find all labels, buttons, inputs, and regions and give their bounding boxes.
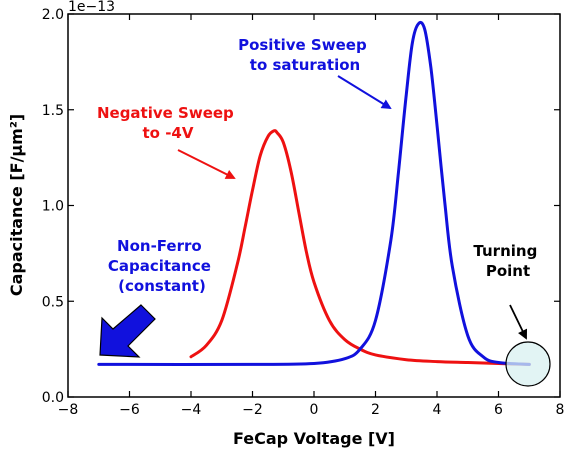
y-axis-title: Capacitance [F/µm²] — [7, 114, 26, 296]
y-tick-label: 0.0 — [42, 390, 64, 406]
annotation-negative-sweep-arrow — [177, 149, 236, 179]
y-tick-label: 1.0 — [42, 199, 64, 215]
annotation-non-ferro: Non-Ferro Capacitance (constant) — [108, 237, 216, 295]
annotation-negative-sweep: Negative Sweep to -4V — [97, 104, 239, 142]
annotation-non-ferro-line-1: Non-Ferro — [117, 237, 202, 255]
annotation-positive-sweep-line-1: Positive Sweep — [238, 36, 367, 54]
positive-sweep-line — [97, 20, 531, 366]
annotation-non-ferro-line-2: Capacitance — [108, 257, 211, 275]
annotation-positive-sweep: Positive Sweep to saturation — [238, 36, 372, 74]
annotation-non-ferro-line-3: (constant) — [118, 277, 206, 295]
annotation-negative-sweep-line-1: Negative Sweep — [97, 104, 234, 122]
x-axis-title: FeCap Voltage [V] — [233, 429, 395, 448]
annotation-negative-sweep-line-2: to -4V — [143, 124, 194, 142]
y-tick-label: 1.5 — [42, 103, 64, 119]
annotation-turning-point-line-1: Turning — [473, 242, 537, 260]
annotation-non-ferro-block-arrow — [99, 304, 156, 358]
turning-point-marker — [505, 341, 551, 387]
x-tick-label: 2 — [371, 402, 380, 418]
annotation-positive-sweep-arrow — [337, 75, 392, 110]
negative-sweep-line — [189, 129, 531, 366]
x-tick-label: 0 — [310, 402, 319, 418]
plot-frame — [67, 13, 561, 398]
y-tick-label: 2.0 — [42, 7, 64, 23]
x-tick-label: 6 — [494, 402, 503, 418]
annotation-positive-sweep-line-2: to saturation — [250, 56, 360, 74]
x-tick-label: 8 — [556, 402, 565, 418]
x-tick-label: −2 — [242, 402, 263, 418]
annotation-turning-point-line-2: Point — [486, 262, 530, 280]
annotation-turning-point-arrow — [509, 304, 528, 340]
x-tick-label: 4 — [433, 402, 442, 418]
x-tick-label: −4 — [181, 402, 202, 418]
x-tick-label: −8 — [58, 402, 79, 418]
x-tick-label: −6 — [119, 402, 140, 418]
annotation-turning-point: Turning Point — [473, 242, 542, 280]
y-tick-label: 0.5 — [42, 294, 64, 310]
y-axis-offset-text: 1e−13 — [68, 0, 115, 15]
